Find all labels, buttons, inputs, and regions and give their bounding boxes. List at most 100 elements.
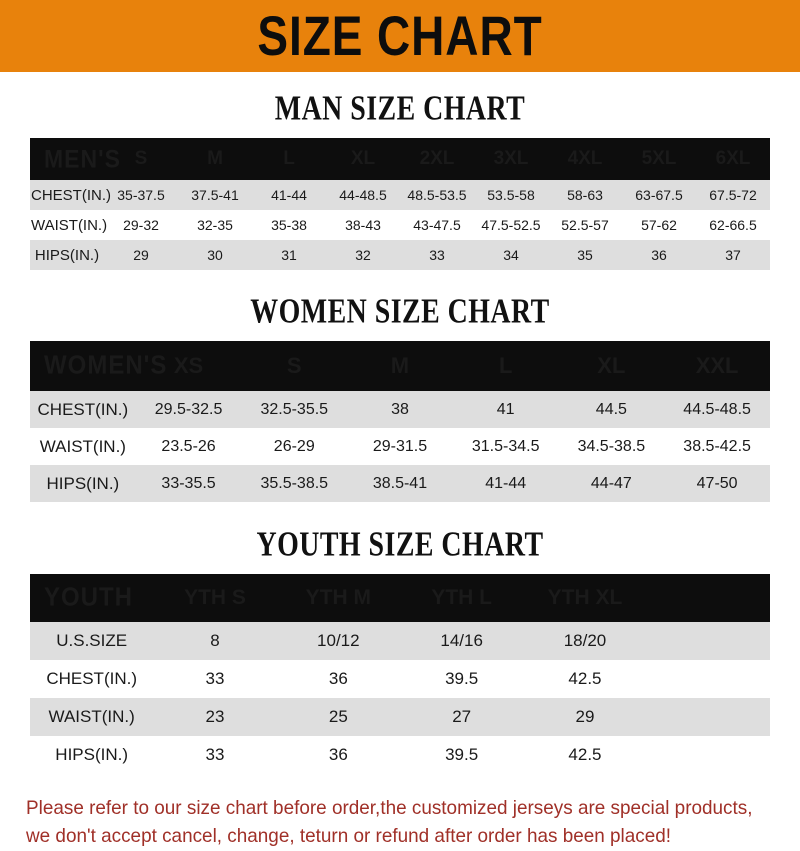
- table-cell-spacer: [647, 660, 770, 698]
- man-col-header: M: [207, 148, 223, 169]
- section-heading-youth: YOUTH SIZE CHART: [256, 525, 544, 564]
- row-label: CHEST(IN.): [31, 186, 111, 204]
- row-label: WAIST(IN.): [31, 216, 108, 234]
- women-table-header-row: WOMEN'S XS S M L XL XXL: [30, 341, 770, 391]
- women-col-header: S: [286, 353, 302, 378]
- man-col-header: 2XL: [419, 148, 455, 169]
- table-cell: 63-67.5: [635, 187, 683, 203]
- man-col-header: L: [283, 148, 295, 169]
- table-cell: 8: [210, 631, 220, 650]
- order-policy-note: Please refer to our size chart before or…: [26, 794, 752, 851]
- table-cell: 27: [452, 707, 472, 726]
- table-cell: 44-48.5: [339, 187, 387, 203]
- women-col-header: XS: [173, 353, 204, 378]
- row-label: CHEST(IN.): [37, 399, 129, 419]
- table-cell: 25: [328, 707, 348, 726]
- size-chart-banner: SIZE CHART: [0, 0, 800, 72]
- table-cell: 35.5-38.5: [260, 474, 329, 492]
- table-cell: 44-47: [590, 474, 632, 492]
- table-cell: 36: [328, 669, 348, 688]
- man-table-header-row: MEN'S S M L XL 2XL 3XL 4XL 5XL 6XL: [30, 138, 770, 180]
- man-size-table: MEN'S S M L XL 2XL 3XL 4XL 5XL 6XL CHEST…: [30, 138, 770, 270]
- section-heading-man: MAN SIZE CHART: [274, 89, 526, 128]
- table-cell: 44.5-48.5: [683, 400, 751, 418]
- table-cell: 41-44: [485, 474, 527, 492]
- youth-col-header-spacer: [647, 574, 770, 622]
- table-cell: 43-47.5: [413, 217, 461, 233]
- man-col-header: XL: [350, 148, 376, 169]
- women-table-body: WOMEN'S XS S M L XL XXL CHEST(IN.) 29.5-…: [30, 341, 770, 502]
- man-col-header: 4XL: [567, 148, 603, 169]
- table-cell: 41: [496, 400, 515, 418]
- table-row: U.S.SIZE 8 10/12 14/16 18/20: [30, 622, 770, 660]
- table-cell: 32.5-35.5: [260, 400, 329, 418]
- table-cell: 53.5-58: [487, 187, 535, 203]
- women-size-table-wrap: WOMEN'S XS S M L XL XXL CHEST(IN.) 29.5-…: [30, 341, 770, 502]
- table-cell: 48.5-53.5: [407, 187, 467, 203]
- row-label: HIPS(IN.): [34, 246, 100, 264]
- youth-table-header-row: YOUTH YTH S YTH M YTH L YTH XL: [30, 574, 770, 622]
- row-label: WAIST(IN.): [39, 436, 126, 456]
- table-cell: 39.5: [445, 669, 479, 688]
- table-cell: 39.5: [445, 745, 479, 764]
- table-cell: 32-35: [197, 217, 233, 233]
- table-cell: 34.5-38.5: [577, 437, 646, 455]
- table-cell: 41-44: [271, 187, 307, 203]
- table-cell: 35: [577, 247, 593, 263]
- table-cell: 38: [391, 400, 409, 418]
- row-label: HIPS(IN.): [46, 473, 120, 493]
- man-col-header: 5XL: [641, 148, 677, 169]
- table-cell: 29-31.5: [372, 437, 428, 455]
- man-corner-label: MEN'S: [44, 144, 121, 173]
- table-row: WAIST(IN.) 23.5-26 26-29 29-31.5 31.5-34…: [30, 428, 770, 465]
- table-row: HIPS(IN.) 29 30 31 32 33 34 35 36 37: [30, 240, 770, 270]
- man-col-header: S: [134, 148, 148, 169]
- table-cell: 57-62: [641, 217, 677, 233]
- table-cell: 30: [207, 247, 223, 263]
- order-policy-line-1: Please refer to our size chart before or…: [26, 797, 753, 819]
- table-row: HIPS(IN.) 33-35.5 35.5-38.5 38.5-41 41-4…: [30, 465, 770, 502]
- table-cell: 37.5-41: [191, 187, 239, 203]
- youth-size-table-wrap: YOUTH YTH S YTH M YTH L YTH XL U.S.SIZE …: [30, 574, 770, 774]
- table-cell: 35-37.5: [117, 187, 165, 203]
- order-policy-line-2: we don't accept cancel, change, teturn o…: [26, 825, 672, 848]
- youth-col-header: YTH M: [305, 586, 371, 609]
- table-cell: 38.5-41: [372, 474, 428, 492]
- table-cell: 37: [725, 247, 741, 263]
- table-cell: 44.5: [595, 400, 627, 418]
- table-row: CHEST(IN.) 33 36 39.5 42.5: [30, 660, 770, 698]
- women-size-table: WOMEN'S XS S M L XL XXL CHEST(IN.) 29.5-…: [30, 341, 770, 502]
- table-cell: 29: [133, 247, 149, 263]
- women-col-header: XXL: [695, 353, 739, 378]
- table-cell: 31.5-34.5: [471, 437, 540, 455]
- table-cell: 29.5-32.5: [154, 400, 223, 418]
- women-col-header: M: [390, 353, 410, 378]
- women-col-header: XL: [597, 353, 626, 378]
- row-label: U.S.SIZE: [56, 631, 128, 650]
- women-col-header: L: [498, 353, 513, 378]
- table-cell: 42.5: [568, 669, 602, 688]
- table-cell: 33: [205, 669, 225, 688]
- table-row: CHEST(IN.) 35-37.5 37.5-41 41-44 44-48.5…: [30, 180, 770, 210]
- table-cell: 36: [651, 247, 667, 263]
- man-col-header: 6XL: [715, 148, 751, 169]
- table-cell: 33: [429, 247, 445, 263]
- table-cell: 34: [503, 247, 519, 263]
- table-cell: 47.5-52.5: [481, 217, 541, 233]
- table-cell: 23.5-26: [161, 437, 216, 455]
- table-cell: 38-43: [345, 217, 381, 233]
- table-cell: 67.5-72: [709, 187, 757, 203]
- table-cell-spacer: [647, 736, 770, 774]
- table-row: WAIST(IN.) 29-32 32-35 35-38 38-43 43-47…: [30, 210, 770, 240]
- youth-table-body: YOUTH YTH S YTH M YTH L YTH XL U.S.SIZE …: [30, 574, 770, 774]
- table-cell: 14/16: [440, 631, 483, 650]
- youth-col-header: YTH L: [431, 586, 492, 609]
- section-heading-women: WOMEN SIZE CHART: [250, 292, 550, 331]
- table-cell: 26-29: [273, 437, 315, 455]
- man-size-table-wrap: MEN'S S M L XL 2XL 3XL 4XL 5XL 6XL CHEST…: [30, 138, 770, 270]
- table-cell: 29: [575, 707, 595, 726]
- women-corner-label: WOMEN'S: [44, 350, 168, 381]
- man-table-body: MEN'S S M L XL 2XL 3XL 4XL 5XL 6XL CHEST…: [30, 138, 770, 270]
- table-cell: 36: [328, 745, 348, 764]
- table-cell: 31: [281, 247, 297, 263]
